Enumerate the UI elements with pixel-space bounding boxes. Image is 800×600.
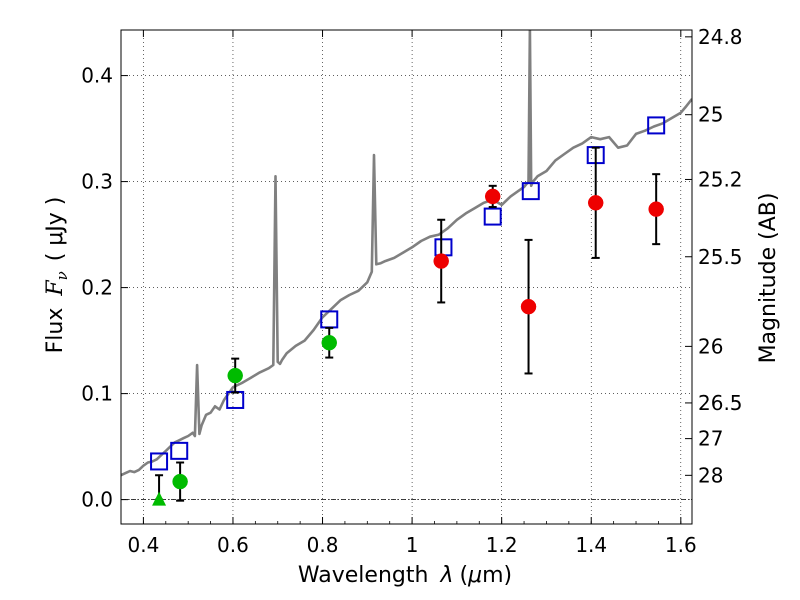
magnitude-axis-label: Magnitude (AB) <box>756 193 781 364</box>
x-tick-label: 1.4 <box>575 533 607 557</box>
model-square-point <box>521 182 540 201</box>
magnitude-tick-label: 25.5 <box>698 245 743 269</box>
y-axis-label-text: Flux <box>43 308 68 354</box>
x-tick-label: 1 <box>406 533 419 557</box>
series-template-spectrum <box>121 30 692 477</box>
magnitude-tick-label: 27 <box>698 427 723 451</box>
x-tick-label: 0.6 <box>217 533 249 557</box>
data-point <box>433 253 449 269</box>
model-square-point <box>647 116 666 135</box>
plot-frame <box>120 29 693 525</box>
magnitude-tick-label: 24.8 <box>698 25 743 49</box>
x-tick-label: 1.6 <box>665 533 697 557</box>
upper-limit-triangle <box>152 491 167 506</box>
x-axis-unit-open: ( <box>459 563 468 588</box>
data-point <box>587 195 604 211</box>
data-point <box>484 188 501 205</box>
model-square-point <box>150 452 169 471</box>
x-axis-symbol: λ <box>439 563 453 588</box>
y-tick-label: 0.1 <box>81 382 113 406</box>
data-point <box>227 367 243 384</box>
x-tick-label: 0.4 <box>127 533 159 557</box>
magnitude-tick-label: 28 <box>698 463 723 487</box>
series-observed-optical- <box>172 326 337 502</box>
y-axis-unit: ( μJy ) <box>43 197 68 262</box>
series-observed-near-ir- <box>433 146 664 375</box>
series-upper-limit <box>152 474 167 506</box>
x-tick-label: 1.2 <box>486 533 518 557</box>
x-axis-label-text: Wavelength <box>298 563 429 588</box>
data-point <box>172 473 188 490</box>
magnitude-tick-label: 25.2 <box>698 167 743 191</box>
y-tick-label: 0.3 <box>81 170 113 194</box>
y-tick-label: 0.0 <box>81 488 113 512</box>
magnitude-tick-label: 25 <box>698 103 723 127</box>
model-square-point <box>483 207 502 226</box>
data-point <box>648 201 664 217</box>
x-axis-label: Wavelength λ (μm) <box>298 563 512 588</box>
y-tick-label: 0.2 <box>81 276 113 300</box>
spectrum-line <box>121 30 692 477</box>
axis-ticks: 0.4 0.6 0.8 1 1.2 1.4 1.6 0.0 0.1 0.2 0.3 0.4 24.8 25… <box>81 25 742 557</box>
magnitude-tick-label: 26 <box>698 334 723 358</box>
data-point <box>321 334 337 351</box>
plot-series <box>121 30 692 506</box>
y-axis-label: Flux Fν ( μJy ) <box>43 197 71 354</box>
y-axis-subscript: ν <box>53 271 71 280</box>
magnitude-tick-label: 26.5 <box>698 391 743 415</box>
model-square-point <box>170 441 189 460</box>
data-point <box>520 298 537 315</box>
x-axis-unit-mu: μ <box>467 563 482 588</box>
y-tick-label: 0.4 <box>81 64 113 88</box>
y-axis-symbol: F <box>43 280 68 297</box>
x-tick-label: 0.8 <box>307 533 339 557</box>
x-axis-unit-rest: m) <box>482 563 512 588</box>
